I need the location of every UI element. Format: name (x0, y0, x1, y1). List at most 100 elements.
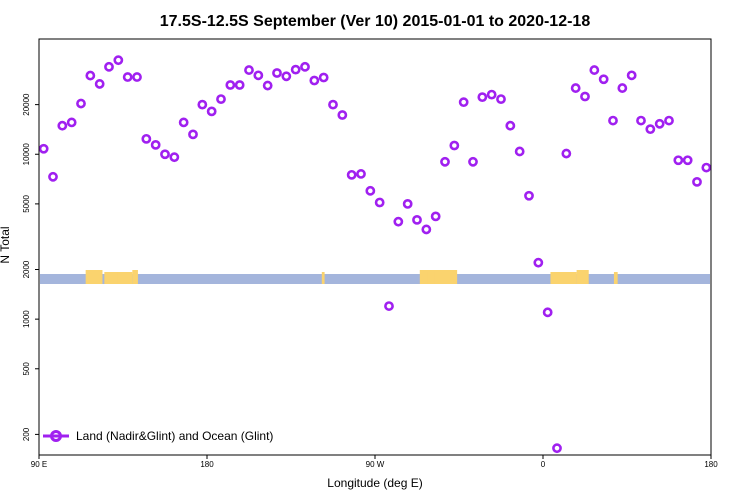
data-point (225, 80, 236, 90)
data-point (402, 198, 413, 209)
land-band-segment (85, 270, 103, 284)
data-point (626, 70, 637, 81)
data-point (169, 152, 180, 163)
data-point (570, 83, 581, 93)
x-tick-label: 180 (200, 460, 214, 469)
data-point (477, 92, 488, 103)
land-band-segment (550, 272, 577, 284)
data-point (113, 55, 124, 66)
data-point (76, 98, 86, 109)
data-point (48, 171, 58, 182)
data-point (673, 155, 684, 166)
land-band-segment (117, 272, 125, 284)
data-point (66, 117, 77, 128)
data-point (701, 162, 712, 173)
data-point (150, 139, 161, 150)
data-point (486, 89, 497, 100)
plot-area (38, 38, 712, 456)
data-point (365, 185, 376, 196)
x-tick-label: 90 W (366, 460, 385, 469)
land-band-segment (132, 270, 138, 284)
data-point (617, 83, 628, 93)
y-tick-label: 5000 (22, 194, 31, 212)
data-point (468, 156, 478, 167)
data-point (234, 80, 245, 90)
data-point (645, 124, 656, 135)
data-point (244, 65, 254, 75)
data-point (318, 72, 329, 83)
data-point (505, 120, 516, 131)
data-point (328, 99, 338, 110)
data-point (552, 443, 562, 454)
data-point (300, 61, 310, 72)
data-point (290, 64, 301, 75)
data-point (178, 117, 189, 128)
data-point (533, 257, 544, 268)
x-axis-label: Longitude (deg E) (327, 476, 422, 490)
data-point (449, 140, 460, 151)
x-tick-label: 180 (704, 460, 718, 469)
data-point (374, 197, 385, 208)
data-point (38, 143, 49, 154)
land-band-segment (576, 270, 589, 284)
data-point (346, 169, 357, 180)
land-band-segment (321, 272, 325, 284)
data-point (692, 176, 702, 187)
data-point (598, 74, 609, 85)
data-point (85, 70, 96, 81)
data-point (561, 148, 572, 159)
data-point (216, 94, 226, 105)
data-point (57, 120, 68, 131)
data-point (262, 80, 273, 91)
data-point (337, 110, 348, 120)
data-point (188, 129, 198, 140)
data-point (514, 146, 525, 157)
plot-frame (38, 38, 712, 456)
y-tick-label: 20000 (22, 93, 31, 116)
data-point (281, 71, 292, 82)
data-point (458, 97, 469, 108)
data-point (664, 115, 674, 126)
data-point (421, 224, 432, 235)
data-point (122, 72, 133, 82)
data-point (608, 115, 618, 126)
surface-band (40, 270, 710, 284)
data-point (654, 118, 665, 129)
land-band-segment (419, 270, 458, 284)
data-point (542, 307, 553, 318)
y-tick-label: 500 (22, 362, 31, 376)
x-axis: 90 E 180 90 W 0 180 (31, 455, 718, 469)
y-tick-label: 10000 (22, 143, 31, 166)
x-tick-label: 0 (541, 460, 546, 469)
data-points (38, 55, 712, 454)
data-point (141, 133, 152, 144)
data-point (272, 68, 282, 78)
y-tick-label: 1000 (22, 310, 31, 328)
y-tick-label: 200 (22, 427, 31, 441)
data-point (309, 75, 320, 86)
data-point (160, 149, 170, 160)
data-point (197, 99, 208, 110)
ocean-band (40, 274, 710, 284)
y-tick-label: 2000 (22, 260, 31, 278)
land-band-segment (613, 272, 618, 284)
data-point (94, 79, 105, 89)
data-point (132, 72, 142, 82)
data-point (253, 70, 264, 81)
data-point (440, 156, 450, 167)
legend: Land (Nadir&Glint) and Ocean (Glint) (43, 429, 273, 443)
data-point (430, 211, 441, 222)
legend-label: Land (Nadir&Glint) and Ocean (Glint) (76, 429, 273, 443)
data-point (589, 65, 600, 75)
data-point (682, 155, 693, 166)
chart-title: 17.5S-12.5S September (Ver 10) 2015-01-0… (160, 13, 591, 30)
data-point (356, 169, 366, 179)
y-axis: 200 500 1000 2000 5000 10000 20000 (22, 93, 39, 441)
land-band-segment (427, 272, 435, 284)
data-point (104, 61, 114, 72)
data-point (496, 94, 506, 105)
data-point (580, 91, 590, 102)
data-point (412, 214, 422, 225)
data-point (393, 216, 404, 227)
